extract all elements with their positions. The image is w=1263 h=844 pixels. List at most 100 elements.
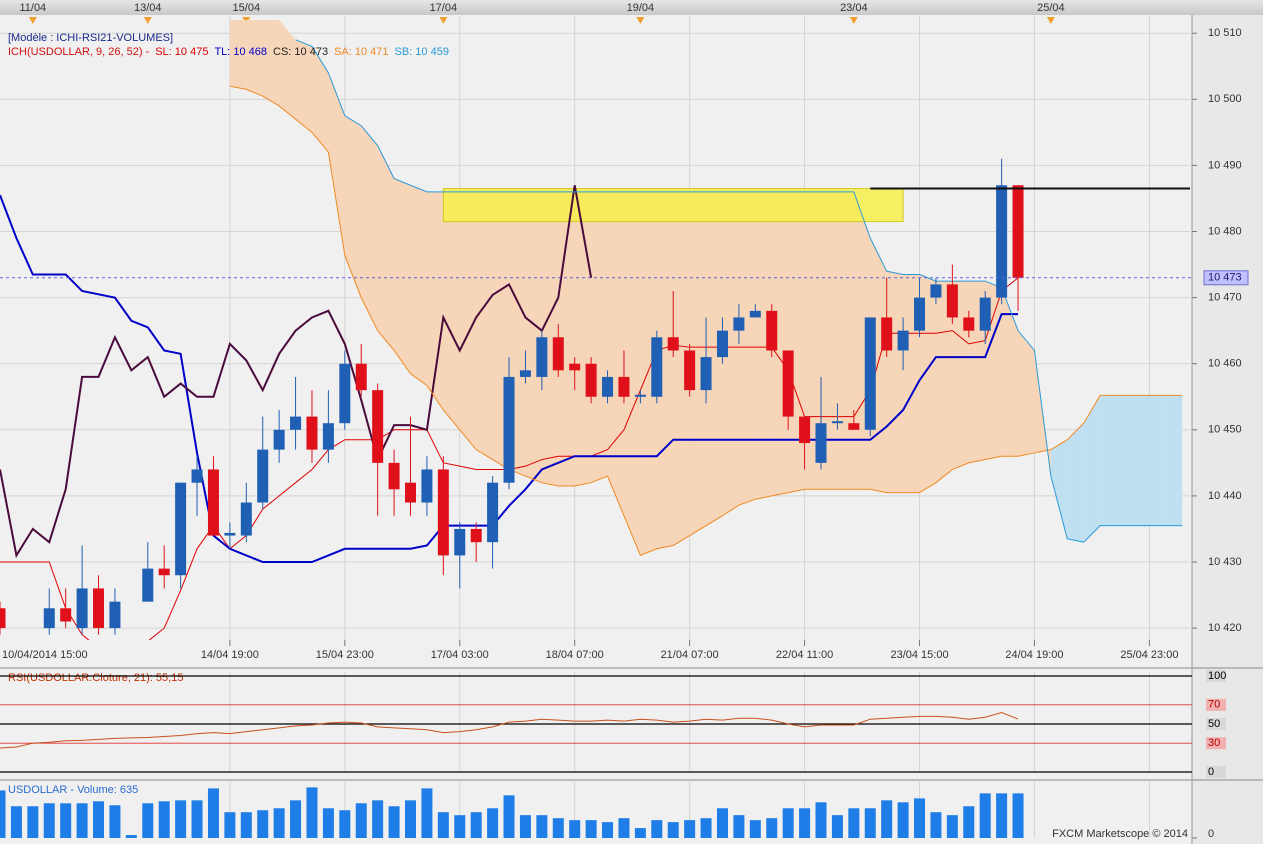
volume-bar: [946, 815, 958, 838]
volume-bar: [125, 835, 137, 838]
cloud: [886, 271, 904, 493]
volume-bar: [963, 806, 975, 838]
candle-body: [240, 502, 252, 536]
candle-body: [684, 350, 696, 391]
cloud: [1132, 395, 1150, 526]
volume-bar: [240, 812, 252, 838]
candle-body: [733, 317, 745, 331]
cloud: [361, 125, 378, 331]
volume-bar: [257, 810, 269, 838]
volume-bar: [848, 808, 860, 838]
volume-bar: [634, 828, 646, 838]
volume-bar: [322, 808, 334, 838]
volume-bar: [749, 820, 761, 838]
x-tick-label: 15/04 23:00: [316, 649, 374, 661]
cloud: [525, 191, 542, 483]
plot-area: [0, 20, 1190, 640]
volume-bar: [191, 800, 203, 838]
volume-bar: [405, 800, 416, 838]
candle-body: [782, 350, 794, 417]
volume-bar: [454, 815, 466, 838]
candle-body: [142, 568, 154, 602]
volume-bar: [651, 820, 663, 838]
date-marker-label: 15/04: [233, 2, 261, 14]
y-tick-label: 10 420: [1208, 622, 1242, 634]
cloud: [574, 191, 592, 486]
volume-bar: [684, 820, 696, 838]
volume-bar: [881, 800, 893, 838]
candle-body: [749, 310, 761, 318]
volume-bar: [799, 808, 811, 838]
cloud: [311, 46, 329, 153]
candle-body: [454, 528, 466, 556]
date-marker: [636, 17, 645, 24]
date-bar: [0, 0, 1263, 15]
y-tick-label: 10 430: [1208, 556, 1242, 568]
legend-entry: TL: 10 468: [214, 46, 268, 58]
candle-body: [634, 394, 646, 397]
candle-body: [158, 568, 170, 576]
date-marker-label: 23/04: [840, 2, 868, 14]
volume-bar: [355, 803, 367, 838]
volume-bar: [421, 788, 433, 838]
candle-body: [405, 482, 416, 503]
y-tick-label: 10 460: [1208, 358, 1242, 370]
candle-body: [0, 608, 6, 629]
x-tick-label: 23/04 15:00: [890, 649, 948, 661]
y-tick-box: [1206, 698, 1226, 711]
candle-body: [569, 363, 581, 371]
cloud: [1083, 395, 1101, 543]
volume-bar: [306, 787, 318, 838]
volume-bar: [536, 815, 548, 838]
volume-bar: [831, 815, 843, 838]
candle-body: [667, 337, 679, 351]
y-tick-label: 10 480: [1208, 225, 1242, 237]
candle-body: [552, 337, 564, 371]
candle-body: [848, 423, 860, 430]
y-tick-label: 0: [1208, 828, 1214, 840]
cloud: [1116, 395, 1133, 526]
date-marker-label: 25/04: [1037, 2, 1065, 14]
highlight-zone: [442, 188, 904, 223]
price-axis-bg: [1192, 15, 1263, 844]
cloud: [1149, 395, 1166, 526]
candle-body: [372, 390, 384, 463]
candle-body: [963, 317, 975, 331]
cloud: [804, 191, 821, 490]
volume-bar: [273, 808, 285, 838]
volume-bar: [864, 808, 876, 838]
volume-bar: [109, 805, 121, 838]
candle-body: [306, 416, 318, 450]
legend-entry: CS: 10 473: [273, 46, 329, 58]
volume-bar: [224, 812, 236, 838]
volume-bar: [618, 818, 630, 838]
volume-bar: [700, 818, 712, 838]
cloud: [640, 191, 657, 556]
volume-bar: [93, 801, 105, 838]
volume-bar: [914, 798, 926, 838]
candle-body: [996, 185, 1008, 298]
y-tick-label: 10 510: [1208, 27, 1242, 39]
volume-bar: [585, 820, 597, 838]
volume-bar: [667, 822, 679, 838]
candle-body: [503, 376, 515, 483]
indicator-line: [0, 194, 1019, 564]
volume-bar: [437, 812, 449, 838]
y-tick-label: 50: [1208, 718, 1220, 730]
candle-body: [716, 330, 728, 358]
volume-bar: [602, 822, 614, 838]
candle-body: [273, 429, 285, 450]
rsi-line: [0, 711, 1019, 749]
cloud: [443, 191, 460, 430]
legend-entry: SB: 10 459: [394, 46, 449, 58]
cloud: [344, 115, 362, 298]
date-marker: [439, 17, 448, 24]
current-price-box: [1203, 270, 1249, 286]
candle-body: [1012, 185, 1024, 278]
volume-title: USDOLLAR - Volume: 635: [8, 784, 138, 796]
candle-body: [388, 462, 400, 490]
cloud: [623, 191, 641, 556]
date-marker: [28, 17, 37, 24]
